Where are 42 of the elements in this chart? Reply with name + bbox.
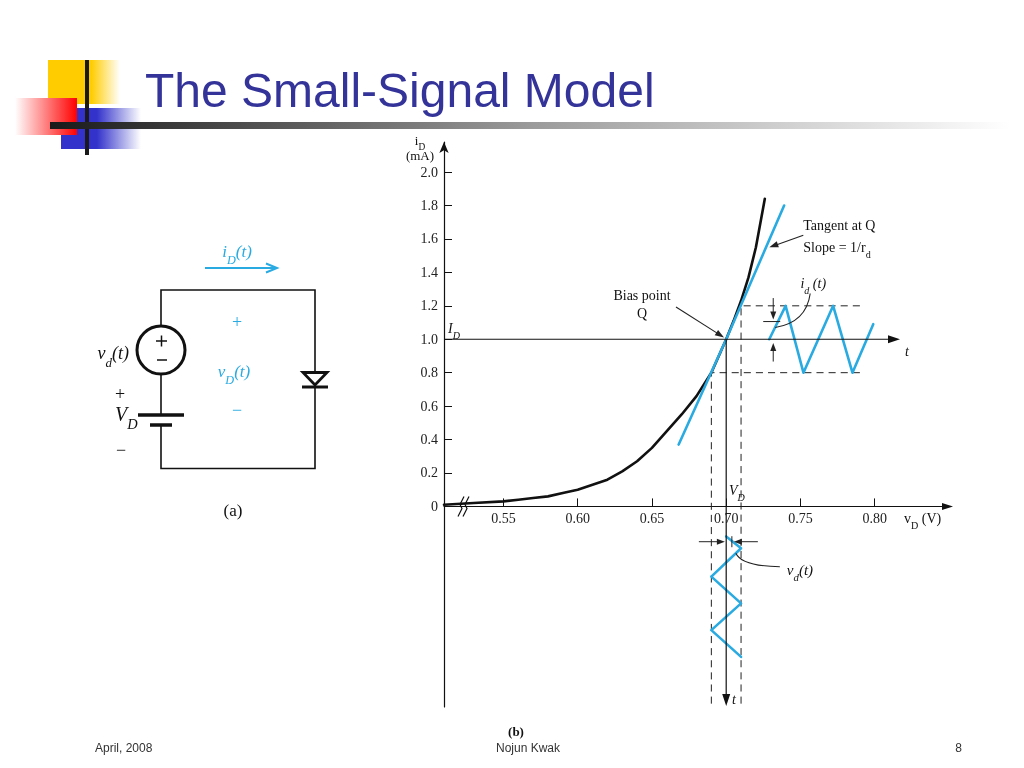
y-axis-title: i$_{D}$ (mA) bbox=[405, 133, 435, 163]
y-tick-label: 0.8 bbox=[420, 365, 438, 381]
text: April, 2008 bbox=[95, 741, 153, 755]
y-tick-label: 1.2 bbox=[420, 298, 438, 314]
line-series bbox=[767, 304, 875, 374]
x-tick-label: 0.80 bbox=[862, 510, 887, 526]
annotation: t bbox=[732, 692, 737, 707]
y-tick-label: 1.6 bbox=[420, 231, 438, 247]
annotation: i$_{d}$ (t) bbox=[800, 275, 827, 296]
annotation: v$_{d}$(t) bbox=[786, 562, 814, 584]
annotation: Tangent at Q Slope = 1/r$_{d}$ bbox=[803, 218, 876, 260]
line-series bbox=[710, 535, 743, 659]
text: Nojun Kwak bbox=[495, 741, 562, 755]
text: i$_{D}$(t) bbox=[222, 242, 253, 267]
x-tick-label: 0.65 bbox=[639, 510, 665, 526]
y-tick-label: 0.2 bbox=[420, 465, 438, 481]
y-tick-label: 1.4 bbox=[420, 264, 438, 280]
text: v$_{D}$(t) bbox=[217, 362, 251, 387]
y-tick-label: 1.8 bbox=[420, 198, 438, 214]
x-tick-label: 0.55 bbox=[491, 510, 516, 526]
text: v$_{d}$(t) bbox=[97, 343, 129, 370]
x-axis-title: v$_{D}$ (V) bbox=[904, 511, 942, 531]
annotation: t bbox=[905, 344, 910, 359]
text: − bbox=[115, 440, 127, 460]
y-tick-label: 2.0 bbox=[420, 164, 438, 180]
text: + bbox=[114, 384, 126, 404]
chart-title: The Small-Signal Model bbox=[145, 64, 655, 117]
text: (a) bbox=[223, 501, 243, 520]
y-tick-label: 0.6 bbox=[420, 398, 438, 414]
annotation: V$_{D}$ bbox=[729, 483, 746, 503]
annotation: I$_{D}$ bbox=[447, 321, 461, 341]
text: + bbox=[231, 312, 243, 332]
annotation: Bias point Q bbox=[613, 288, 671, 321]
y-tick-label: 1.0 bbox=[420, 331, 438, 347]
y-tick-label: 0.4 bbox=[420, 432, 438, 448]
x-tick-label: 0.75 bbox=[788, 510, 813, 526]
text: (b) bbox=[508, 724, 524, 739]
text: V$_{D}$ bbox=[115, 403, 139, 432]
text: − bbox=[231, 400, 243, 420]
x-tick-label: 0.60 bbox=[565, 510, 590, 526]
y-tick-label: 0 bbox=[431, 498, 438, 514]
text: 8 bbox=[955, 741, 963, 755]
